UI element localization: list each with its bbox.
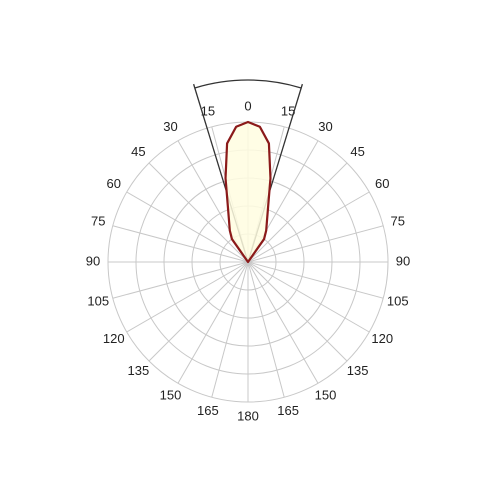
angle-label: 75 xyxy=(91,213,105,228)
grid-spoke xyxy=(126,191,249,263)
angle-label: 45 xyxy=(350,144,364,159)
grid-spoke xyxy=(247,162,348,263)
grid-spoke xyxy=(177,261,249,384)
grid-spoke xyxy=(211,261,249,398)
angle-label: 15 xyxy=(281,104,295,119)
angle-label: 135 xyxy=(347,363,369,378)
angle-label: 15 xyxy=(201,104,215,119)
angle-label: 120 xyxy=(103,331,125,346)
grid-spoke xyxy=(148,261,249,362)
grid-spoke xyxy=(247,261,285,398)
grid-spoke xyxy=(112,261,249,299)
angle-label: 120 xyxy=(371,331,393,346)
angle-label: 90 xyxy=(86,253,100,268)
angle-label: 60 xyxy=(107,176,121,191)
angle-label: 165 xyxy=(197,403,219,418)
grid-spoke xyxy=(247,261,319,384)
angle-label: 135 xyxy=(128,363,150,378)
angle-label: 165 xyxy=(277,403,299,418)
grid-spoke xyxy=(247,191,370,263)
angle-label: 105 xyxy=(87,294,109,309)
angle-label: 90 xyxy=(396,253,410,268)
angle-label: 45 xyxy=(131,144,145,159)
angle-label: 150 xyxy=(315,388,337,403)
grid-spoke xyxy=(112,225,249,263)
angle-label: 180 xyxy=(237,408,259,423)
angle-label: 75 xyxy=(390,213,404,228)
grid-spoke xyxy=(247,261,348,362)
angle-label: 30 xyxy=(318,119,332,134)
grid-spoke xyxy=(247,261,370,333)
angle-label: 0 xyxy=(244,98,251,113)
grid-spoke xyxy=(148,162,249,263)
angle-label: 30 xyxy=(163,119,177,134)
grid-spoke xyxy=(247,261,384,299)
beam-angle-arc xyxy=(194,79,302,89)
angle-label: 60 xyxy=(375,176,389,191)
angle-label: 150 xyxy=(160,388,182,403)
grid-spoke xyxy=(126,261,249,333)
angle-label: 105 xyxy=(387,294,409,309)
grid-spoke xyxy=(247,225,384,263)
intensity-curve xyxy=(224,120,272,264)
